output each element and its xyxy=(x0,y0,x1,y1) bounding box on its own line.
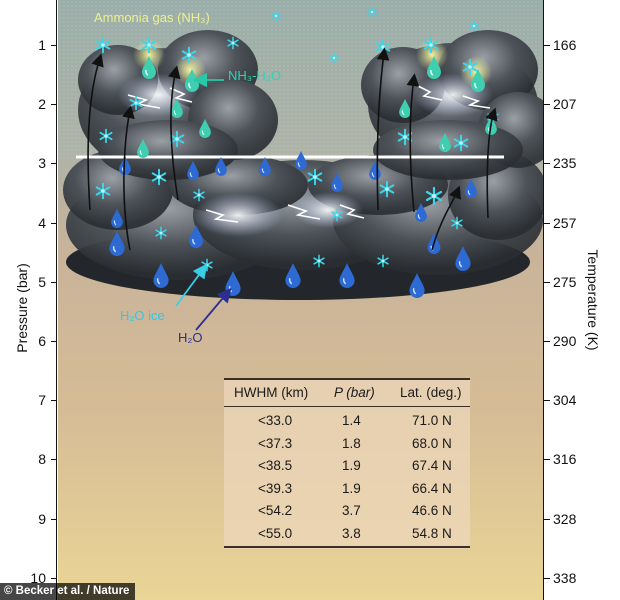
pressure-cell: 1.9 xyxy=(342,480,361,496)
temperature-tick-mark xyxy=(544,400,550,401)
latitude-cell: 54.8 N xyxy=(412,525,452,541)
temperature-tick-label: 316 xyxy=(553,451,577,467)
temperature-tick-label: 328 xyxy=(553,511,577,527)
left-axis-line xyxy=(56,0,57,600)
temperature-axis-label: Temperature (K) xyxy=(585,249,601,351)
temperature-tick-label: 207 xyxy=(553,96,577,112)
pressure-tick-mark xyxy=(51,223,57,224)
pressure-tick-mark xyxy=(51,400,57,401)
latitude-cell: 68.0 N xyxy=(412,435,452,451)
header-hwhm: HWHM (km) xyxy=(234,385,309,400)
pressure-axis-label: Pressure (bar) xyxy=(14,263,30,353)
header-pressure: P (bar) xyxy=(334,385,375,400)
pressure-tick-mark xyxy=(51,45,57,46)
hwhm-cell: <38.5 xyxy=(258,458,293,473)
pressure-tick-label: 9 xyxy=(38,511,46,527)
temperature-tick-mark xyxy=(544,459,550,460)
temperature-tick-label: 304 xyxy=(553,392,577,408)
pressure-cell: 1.8 xyxy=(342,435,361,451)
pressure-tick-mark xyxy=(51,163,57,164)
temperature-tick-label: 275 xyxy=(553,274,577,290)
pressure-tick-mark xyxy=(51,341,57,342)
table-row: <37.3 1.8 68.0 N xyxy=(224,433,470,455)
ammonia-gas-label: Ammonia gas (NH₃) xyxy=(94,10,210,25)
pressure-tick-mark xyxy=(51,282,57,283)
lightning xyxy=(118,73,493,237)
temperature-tick-mark xyxy=(544,282,550,283)
h2o-label: H₂O xyxy=(178,330,203,345)
hwhm-cell: <55.0 xyxy=(258,525,293,541)
table-row: <39.3 1.9 66.4 N xyxy=(224,478,470,500)
table-header: HWHM (km) P (bar) Lat. (deg.) xyxy=(224,382,470,404)
temperature-tick-label: 338 xyxy=(553,570,577,586)
table-row: <33.0 1.4 71.0 N xyxy=(224,410,470,432)
hwhm-cell: <37.3 xyxy=(258,435,293,451)
latitude-cell: 46.6 N xyxy=(412,503,452,518)
temperature-tick-mark xyxy=(544,163,550,164)
pressure-cell: 1.9 xyxy=(342,458,361,473)
temperature-tick-label: 166 xyxy=(553,37,577,53)
temperature-tick-mark xyxy=(544,104,550,105)
temperature-tick-label: 290 xyxy=(553,333,577,349)
storm-cloud-diagram xyxy=(58,0,544,600)
temperature-tick-label: 235 xyxy=(553,155,577,171)
temperature-tick-mark xyxy=(544,578,550,579)
table-row: <38.5 1.9 67.4 N xyxy=(224,455,470,477)
latitude-cell: 71.0 N xyxy=(412,413,452,428)
pressure-tick-label: 7 xyxy=(38,392,46,408)
pressure-cell: 3.7 xyxy=(342,503,361,518)
nh3-h2o-label: NH₃-H₂O xyxy=(228,68,281,83)
pressure-cell: 3.8 xyxy=(342,525,361,541)
storm-illustration: Ammonia gas (NH₃) NH₃-H₂O H₂O ice H₂O xyxy=(58,0,544,600)
image-credit: © Becker et al. / Nature xyxy=(0,583,136,600)
h2o-pointer xyxy=(195,287,232,331)
table-top-rule xyxy=(224,378,470,380)
pressure-tick-label: 2 xyxy=(38,96,46,112)
pressure-tick-label: 3 xyxy=(38,155,46,171)
right-axis-line xyxy=(543,0,544,600)
hwhm-cell: <54.2 xyxy=(258,503,293,518)
pressure-tick-mark xyxy=(51,104,57,105)
h2o-ice-label: H₂O ice xyxy=(120,308,165,323)
updraft-arrows xyxy=(87,47,498,251)
pressure-cell: 1.4 xyxy=(342,413,361,428)
temperature-tick-label: 257 xyxy=(553,215,577,231)
latitude-cell: 66.4 N xyxy=(412,480,452,496)
pressure-tick-mark xyxy=(51,578,57,579)
temperature-tick-mark xyxy=(544,45,550,46)
temperature-tick-mark xyxy=(544,341,550,342)
pressure-tick-label: 5 xyxy=(38,274,46,290)
table-row: <54.2 3.7 46.6 N xyxy=(224,500,470,522)
table-row: <55.0 3.8 54.8 N xyxy=(224,523,470,545)
temperature-tick-mark xyxy=(544,519,550,520)
header-latitude: Lat. (deg.) xyxy=(400,385,462,400)
pressure-tick-label: 8 xyxy=(38,451,46,467)
h2o-ice-pointer xyxy=(175,263,208,307)
pressure-tick-label: 6 xyxy=(38,333,46,349)
table-bottom-rule xyxy=(224,546,470,548)
hwhm-cell: <33.0 xyxy=(258,413,293,428)
pressure-tick-label: 10 xyxy=(30,570,46,586)
latitude-cell: 67.4 N xyxy=(412,458,452,473)
temperature-tick-mark xyxy=(544,223,550,224)
table-header-rule xyxy=(224,406,470,407)
pressure-tick-mark xyxy=(51,519,57,520)
pressure-tick-mark xyxy=(51,459,57,460)
pressure-tick-label: 1 xyxy=(38,37,46,53)
hwhm-table: HWHM (km) P (bar) Lat. (deg.) <33.0 1.4 71… xyxy=(224,378,470,549)
hwhm-cell: <39.3 xyxy=(258,480,293,496)
pressure-tick-label: 4 xyxy=(38,215,46,231)
